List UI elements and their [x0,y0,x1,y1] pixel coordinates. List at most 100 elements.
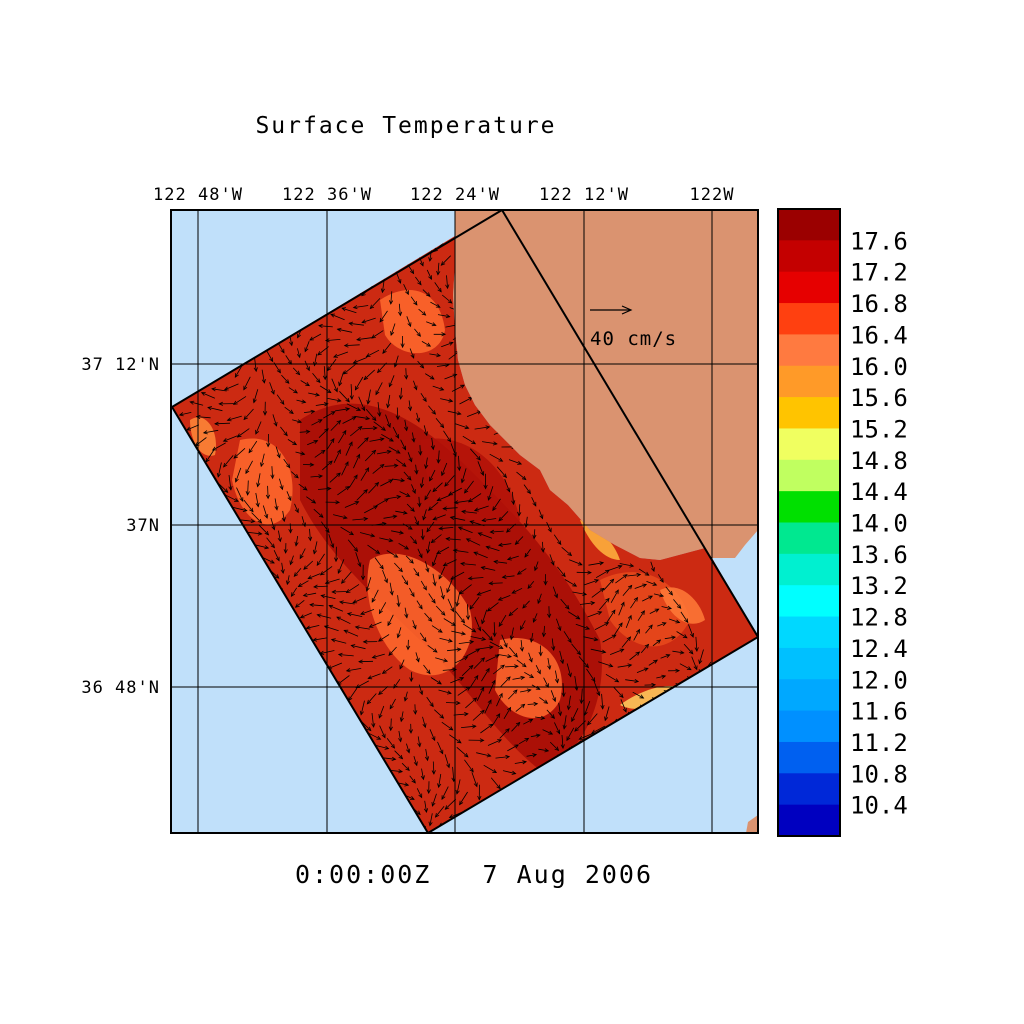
current-vector [542,729,553,735]
current-vector-head [416,332,421,337]
current-vector-head [236,433,242,438]
current-vector [397,627,402,638]
current-vector [338,654,354,657]
current-vector-head [459,800,464,806]
current-vector-head [639,694,645,699]
current-vector [430,301,441,308]
current-vector-head [593,637,599,642]
current-vector-head [261,378,266,384]
current-vector [360,467,369,481]
current-vector [304,341,310,352]
current-vector [303,592,317,596]
current-vector-head [284,379,290,384]
current-vector-head [590,601,596,606]
current-vector [287,439,297,445]
current-vector [441,294,453,304]
current-vector-head [667,605,672,610]
current-vector [580,688,583,704]
current-vector [211,388,227,392]
colorbar-swatch [778,741,840,774]
current-vector-head [269,357,274,363]
current-vector-head [232,400,238,405]
current-vector-head [417,742,422,748]
current-vector-head [337,569,342,574]
current-vector [458,526,473,534]
current-vector-head [242,507,248,512]
current-vector [398,730,402,742]
current-vector [369,438,384,442]
current-vector-head [289,341,294,347]
current-vector [375,498,389,507]
current-vector [470,448,481,461]
current-vector [386,737,395,749]
current-vector [425,561,429,572]
current-vector-head [554,593,558,599]
current-vector [415,652,420,662]
current-vector-head [223,462,228,468]
current-vector [660,654,670,659]
current-vector [389,375,395,387]
current-vector-head [456,647,462,652]
current-vector [421,768,424,780]
current-vector [373,421,386,431]
current-vector-head [273,421,278,427]
current-vector-head [413,300,418,306]
current-vector [549,554,555,566]
current-vector [267,485,269,499]
current-vector-head [679,650,685,655]
current-vector-head [239,497,244,503]
current-vector [367,732,381,740]
current-vector-head [432,516,438,521]
current-vector-head [659,593,665,598]
current-vector-head [398,567,403,573]
current-vector-head [271,525,276,531]
current-vector [340,526,354,536]
current-vector [492,498,501,511]
current-vector-head [373,505,378,510]
current-vector-head [297,419,302,424]
current-vector [625,615,632,629]
longitude-labels: 122 48'W 122 36'W 122 24'W 122 12'W 122W [153,185,733,205]
current-vector [339,601,355,605]
current-vector-head [460,384,466,389]
current-vector-head [371,597,376,603]
current-vector [417,548,423,558]
current-vector-head [432,487,438,493]
current-vector-head [498,622,503,627]
current-vector-head [508,611,514,617]
current-vector [350,384,353,400]
current-vector [344,501,359,508]
current-vector-head [305,625,311,630]
current-vector-head [467,576,473,581]
current-vector-head [497,596,503,601]
current-vector-head [481,636,487,641]
current-vector-head [379,317,384,323]
current-vector-head [492,506,497,512]
current-vector [428,501,439,511]
current-vector [261,369,265,383]
current-vector [515,536,524,545]
current-vector-head [409,269,415,275]
current-vector-head [288,528,293,534]
current-vector-head [449,515,455,521]
current-vector-head [477,626,482,632]
current-vector-head [344,461,349,466]
current-vector-head [684,618,689,624]
current-vector [497,654,512,658]
current-vector-head [368,623,374,628]
current-vector [410,296,418,306]
current-vector-head [567,551,573,557]
current-vector-head [636,628,640,634]
current-vector-head [548,730,554,735]
current-vector-head [336,398,342,403]
colorbar-label: 13.6 [850,541,908,569]
current-vector [527,703,538,705]
colorbar-swatch [778,365,840,398]
current-vector [466,648,480,657]
current-vector [401,762,410,771]
current-vector [370,298,381,309]
current-vector-head [360,611,365,615]
current-vector [496,466,507,478]
current-vector [355,552,361,567]
temperature-patches [190,290,705,770]
